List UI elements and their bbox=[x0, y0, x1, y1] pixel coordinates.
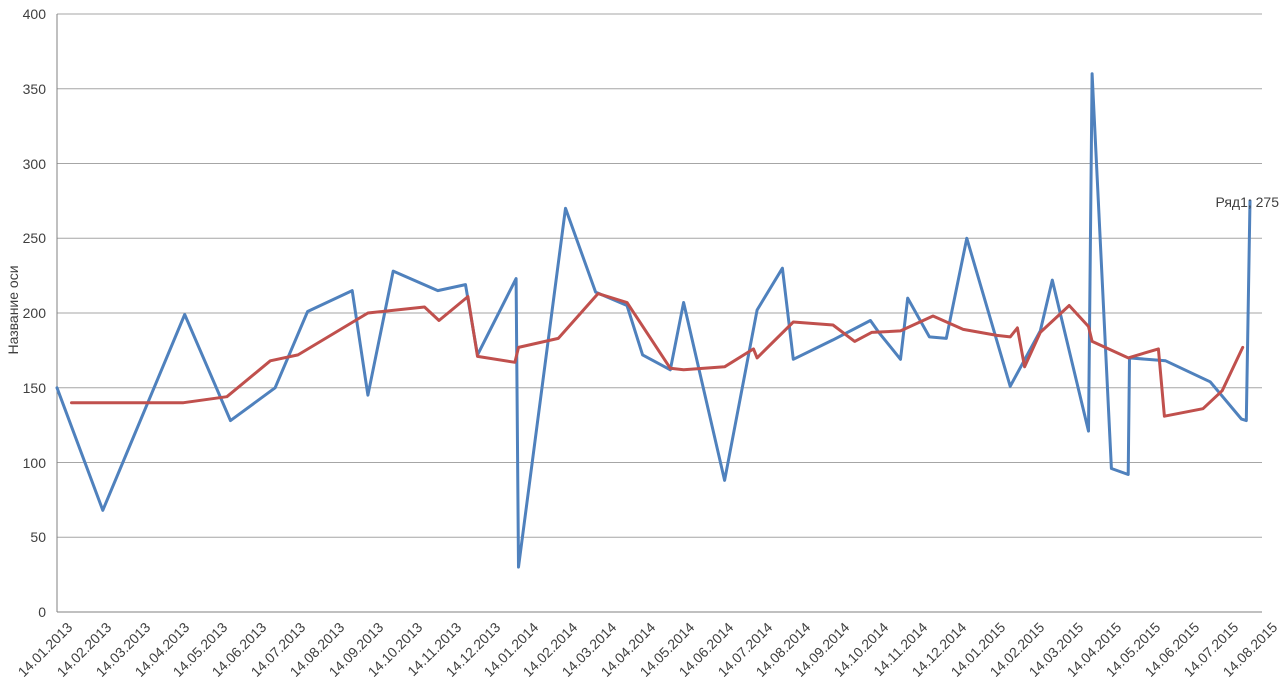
series-2-line bbox=[70, 292, 1245, 418]
y-axis-tick-label: 0 bbox=[38, 604, 46, 620]
series-data-label: Ряд1; 275 bbox=[1215, 194, 1279, 210]
y-axis-tick-label: 250 bbox=[22, 230, 46, 247]
y-axis-tick-label: 350 bbox=[22, 80, 46, 97]
y-axis-tick-label: 300 bbox=[22, 155, 46, 172]
y-axis-tick-label: 50 bbox=[30, 529, 46, 546]
y-axis-tick-label: 150 bbox=[22, 379, 46, 396]
y-axis-tick-label: 400 bbox=[22, 6, 46, 22]
series-1-line bbox=[55, 72, 1252, 569]
y-axis-tick-label: 100 bbox=[22, 454, 46, 471]
y-axis-tick-label: 200 bbox=[22, 305, 46, 321]
